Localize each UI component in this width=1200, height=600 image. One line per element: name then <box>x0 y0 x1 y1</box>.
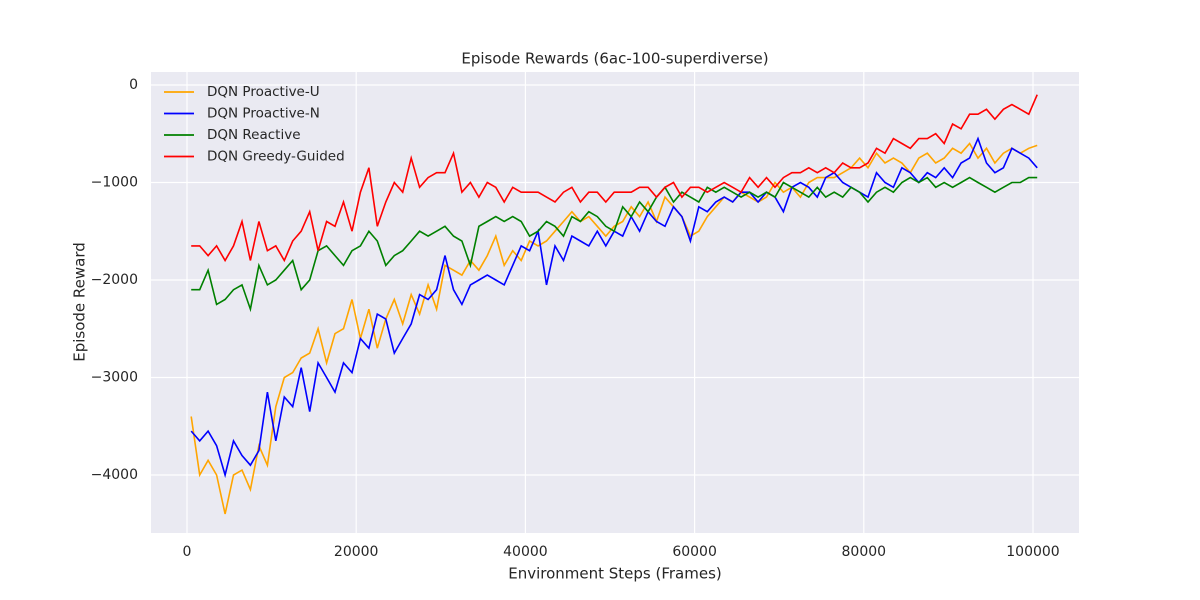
y-tick-label: 0 <box>129 77 138 93</box>
x-tick-label: 0 <box>183 544 192 560</box>
legend-label: DQN Proactive-N <box>207 106 320 122</box>
y-tick-label: −4000 <box>91 467 138 483</box>
legend-label: DQN Reactive <box>207 127 301 143</box>
x-tick-label: 80000 <box>842 544 887 560</box>
series-line <box>191 176 1038 313</box>
x-tick-label: 60000 <box>672 544 717 560</box>
x-tick-label: 40000 <box>503 544 548 560</box>
x-tick-label: 100000 <box>1006 544 1059 560</box>
y-axis-label: Episode Reward <box>71 242 89 362</box>
series-line <box>190 142 1038 515</box>
legend: DQN Proactive-U DQN Proactive-N DQN Reacti… <box>164 84 345 165</box>
legend-label: DQN Greedy-Guided <box>207 149 345 165</box>
plot-area <box>151 72 1079 533</box>
x-axis-label: Environment Steps (Frames) <box>508 565 722 583</box>
y-tick-label: −2000 <box>91 272 138 288</box>
chart-title: Episode Rewards (6ac-100-superdiverse) <box>461 50 768 68</box>
grid <box>151 72 1079 533</box>
series-line <box>191 94 1038 263</box>
y-tick-label: −1000 <box>91 174 138 190</box>
legend-label: DQN Proactive-U <box>207 84 320 100</box>
y-tick-label: −3000 <box>91 369 138 385</box>
lines <box>190 94 1038 515</box>
x-tick-label: 20000 <box>334 544 379 560</box>
